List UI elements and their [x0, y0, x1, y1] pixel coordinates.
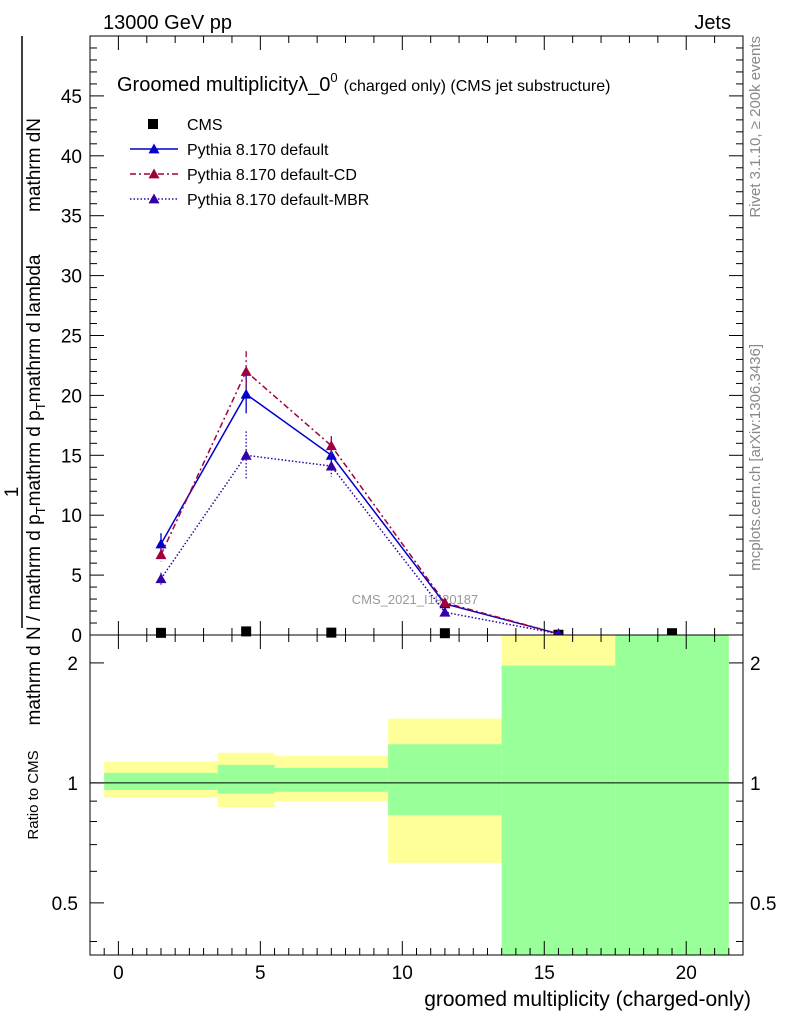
- x-tick-label: 15: [534, 963, 555, 984]
- ratio-y-tick-label: 1: [67, 774, 78, 795]
- watermark: CMS_2021_I1920187: [352, 592, 479, 607]
- series-marker-1: [155, 538, 167, 549]
- main-axes: 0 5 10 15 20 25 30 35 40 45: [61, 35, 744, 647]
- series-marker-2: [325, 440, 337, 451]
- main-y-tick-label: 20: [61, 386, 82, 407]
- cms-data-point: [155, 627, 166, 638]
- y-label-denom-sub-a: T: [33, 506, 48, 514]
- ratio-y-tick-label-right: 0.5: [750, 894, 776, 915]
- y-label-denom-b: mathrm d p: [24, 410, 45, 506]
- series-marker-1: [240, 388, 252, 399]
- rivet-label: Rivet 3.1.10, ≥ 200k events: [747, 36, 764, 218]
- series-marker-2: [155, 549, 167, 560]
- ratio-stat-band-1: [217, 764, 275, 794]
- legend-marker-1: [148, 143, 160, 154]
- legend-marker-3: [148, 193, 160, 204]
- ratio-axes: 0.5 0.51 12 20 5 10 15 20: [52, 634, 776, 984]
- y-label-denom-a: mathrm d N / mathrm d p: [24, 514, 45, 725]
- main-y-tick-label: 30: [61, 267, 82, 288]
- chart-title-main: Groomed multiplicityλ_0: [117, 74, 330, 96]
- ratio-stat-band-4: [501, 665, 616, 955]
- ratio-y-tick-label-right: 2: [750, 654, 761, 675]
- cms-data-point: [241, 626, 252, 637]
- main-y-tick-label: 5: [71, 566, 82, 587]
- ratio-stat-band-0: [104, 772, 218, 790]
- series-marker-3: [325, 460, 337, 471]
- main-y-tick-label: 25: [61, 327, 82, 348]
- x-tick-label: 5: [255, 963, 266, 984]
- legend: CMS Pythia 8.170 default Pythia 8.170 defa…: [130, 117, 369, 209]
- process-label: Jets: [694, 12, 731, 34]
- series-marker-3: [155, 573, 167, 584]
- x-axis-label: groomed multiplicity (charged-only): [424, 988, 751, 1011]
- main-y-tick-label: 0: [71, 626, 82, 647]
- ratio-y-tick-label: 0.5: [52, 894, 78, 915]
- chart-title-superscript: 0: [330, 70, 337, 85]
- main-y-axis-label: 1 mathrm d N / mathrm d pTmathrm d pTmat…: [2, 36, 48, 726]
- cms-data-point: [326, 627, 337, 638]
- source-label: mcplots.cern.ch [arXiv:1306.3436]: [747, 344, 764, 571]
- ratio-stat-band-5: [615, 635, 729, 955]
- legend-marker-2: [148, 168, 160, 179]
- series-line-2: [160, 370, 559, 635]
- main-y-tick-label: 35: [61, 207, 82, 228]
- series-line-3: [160, 454, 559, 635]
- main-y-tick-label: 45: [61, 87, 82, 108]
- cms-data-point: [439, 628, 450, 639]
- energy-label: 13000 GeV pp: [103, 12, 232, 34]
- ratio-bands: [90, 635, 743, 955]
- y-label-d2: mathrm d: [24, 132, 45, 212]
- ratio-panel: 0.5 0.51 12 20 5 10 15 20: [52, 634, 776, 984]
- legend-label-2: Pythia 8.170 default-CD: [187, 167, 357, 184]
- chart-title: Groomed multiplicityλ_00 (charged only) (…: [117, 70, 610, 96]
- ratio-stat-band-2: [274, 767, 389, 792]
- y-label-numerator: 1: [2, 487, 23, 498]
- series-marker-2: [439, 597, 451, 608]
- cms-data-point: [667, 628, 678, 639]
- main-panel: CMS_2021_I1920187 0 5 10 15 20 25 30 35 40 45 Gro…: [61, 35, 744, 647]
- ratio-y-label: Ratio to CMS: [25, 750, 42, 839]
- main-y-tick-label: 10: [61, 506, 82, 527]
- legend-marker-cms: [148, 119, 158, 129]
- main-y-tick-label: 40: [61, 147, 82, 168]
- x-tick-label: 0: [113, 963, 124, 984]
- legend-label-3: Pythia 8.170 default-MBR: [187, 192, 369, 209]
- y-label-denom-sub-b: T: [33, 402, 48, 410]
- y-label-denominator: mathrm d N / mathrm d pTmathrm d pTmathr…: [24, 254, 48, 725]
- y-label-N: N: [24, 118, 45, 132]
- x-tick-label: 20: [676, 963, 697, 984]
- series-marker-2: [240, 365, 252, 376]
- ratio-y-tick-label-right: 1: [750, 774, 761, 795]
- ratio-y-tick-label: 2: [67, 654, 78, 675]
- ratio-stat-band-3: [388, 744, 502, 816]
- main-y-tick-label: 15: [61, 446, 82, 467]
- x-tick-label: 10: [392, 963, 413, 984]
- series-marker-3: [240, 449, 252, 460]
- series-marker-3: [439, 606, 451, 617]
- y-label-fraction: mathrm dN: [24, 118, 45, 212]
- chart-subtitle: (charged only) (CMS jet substructure): [344, 78, 611, 95]
- legend-label-1: Pythia 8.170 default: [187, 142, 329, 159]
- legend-label-0: CMS: [187, 117, 223, 134]
- y-label-denom-c: mathrm d lambda: [24, 254, 45, 402]
